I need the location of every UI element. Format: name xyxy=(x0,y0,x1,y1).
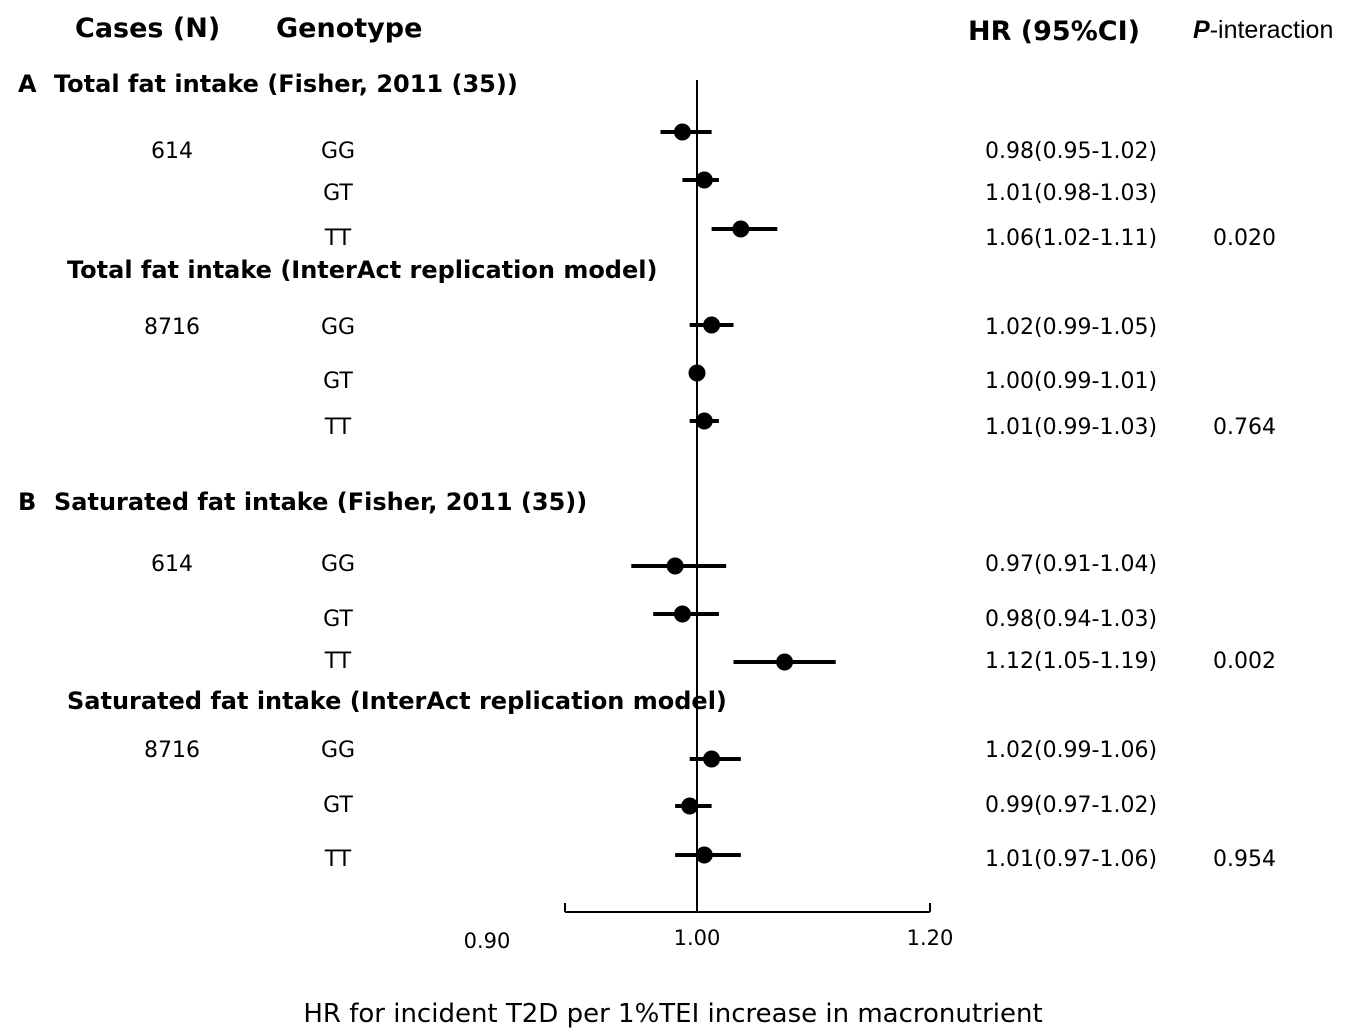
p-interaction-value: 0.020 xyxy=(1213,226,1276,251)
genotype-label: GT xyxy=(323,369,353,394)
point-estimate xyxy=(703,750,721,768)
cases-count: 614 xyxy=(151,139,193,164)
point-estimate xyxy=(695,846,713,864)
group-title: Saturated fat intake (InterAct replicati… xyxy=(67,687,727,715)
point-estimate xyxy=(695,171,713,189)
point-estimate xyxy=(695,412,713,430)
p-interaction-value: 0.764 xyxy=(1213,415,1276,440)
hr-ci-label: 0.98(0.95-1.02) xyxy=(985,139,1157,164)
group-title: Total fat intake (InterAct replication m… xyxy=(67,256,657,284)
genotype-label: GG xyxy=(321,315,355,340)
header-genotype: Genotype xyxy=(276,13,422,44)
hr-ci-label: 0.97(0.91-1.04) xyxy=(985,552,1157,577)
header-p-interaction: P-interaction xyxy=(1193,16,1333,44)
hr-ci-label: 1.00(0.99-1.01) xyxy=(985,369,1157,394)
genotype-label: TT xyxy=(324,847,352,872)
p-interaction-value: 0.954 xyxy=(1213,847,1276,872)
hr-ci-label: 0.99(0.97-1.02) xyxy=(985,793,1157,818)
point-estimate xyxy=(673,123,691,141)
genotype-label: TT xyxy=(324,415,352,440)
genotype-label: GG xyxy=(321,139,355,164)
genotype-label: GT xyxy=(323,607,353,632)
hr-ci-label: 1.12(1.05-1.19) xyxy=(985,649,1157,674)
point-estimate xyxy=(673,605,691,623)
hr-ci-label: 1.02(0.99-1.05) xyxy=(985,315,1157,340)
hr-ci-label: 1.01(0.99-1.03) xyxy=(985,415,1157,440)
cases-count: 614 xyxy=(151,552,193,577)
point-estimate xyxy=(681,797,699,815)
header-p-italic: P xyxy=(1193,16,1210,44)
header-cases: Cases (N) xyxy=(75,13,220,44)
plot-layer: A Total fat intake (Fisher, 2011 (35)) 614… xyxy=(18,70,1276,953)
hr-ci-label: 1.02(0.99-1.06) xyxy=(985,738,1157,763)
genotype-label: GG xyxy=(321,552,355,577)
x-tick-label: 1.00 xyxy=(674,926,721,950)
point-estimate xyxy=(688,364,706,382)
genotype-label: TT xyxy=(324,649,352,674)
genotype-label: GT xyxy=(323,181,353,206)
x-tick-label: 0.90 xyxy=(464,929,511,953)
p-interaction-value: 0.002 xyxy=(1213,649,1276,674)
point-estimate xyxy=(776,653,794,671)
point-estimate xyxy=(703,316,721,334)
group-title: Total fat intake (Fisher, 2011 (35)) xyxy=(54,70,518,98)
hr-ci-label: 1.06(1.02-1.11) xyxy=(985,226,1157,251)
header-p-rest: -interaction xyxy=(1210,16,1334,44)
genotype-label: GT xyxy=(323,793,353,818)
hr-ci-label: 1.01(0.97-1.06) xyxy=(985,847,1157,872)
x-tick-label: 1.20 xyxy=(907,926,954,950)
point-estimate xyxy=(732,220,750,238)
hr-ci-label: 0.98(0.94-1.03) xyxy=(985,607,1157,632)
cases-count: 8716 xyxy=(144,315,200,340)
cases-count: 8716 xyxy=(144,738,200,763)
genotype-label: GG xyxy=(321,738,355,763)
panel-label: B xyxy=(18,488,36,516)
genotype-label: TT xyxy=(324,226,352,251)
point-estimate xyxy=(666,557,684,575)
panel-label: A xyxy=(18,70,37,98)
hr-ci-label: 1.01(0.98-1.03) xyxy=(985,181,1157,206)
group-title: Saturated fat intake (Fisher, 2011 (35)) xyxy=(54,488,587,516)
x-axis-label: HR for incident T2D per 1%TEI increase i… xyxy=(303,999,1042,1028)
header-hr: HR (95%CI) xyxy=(968,16,1140,47)
